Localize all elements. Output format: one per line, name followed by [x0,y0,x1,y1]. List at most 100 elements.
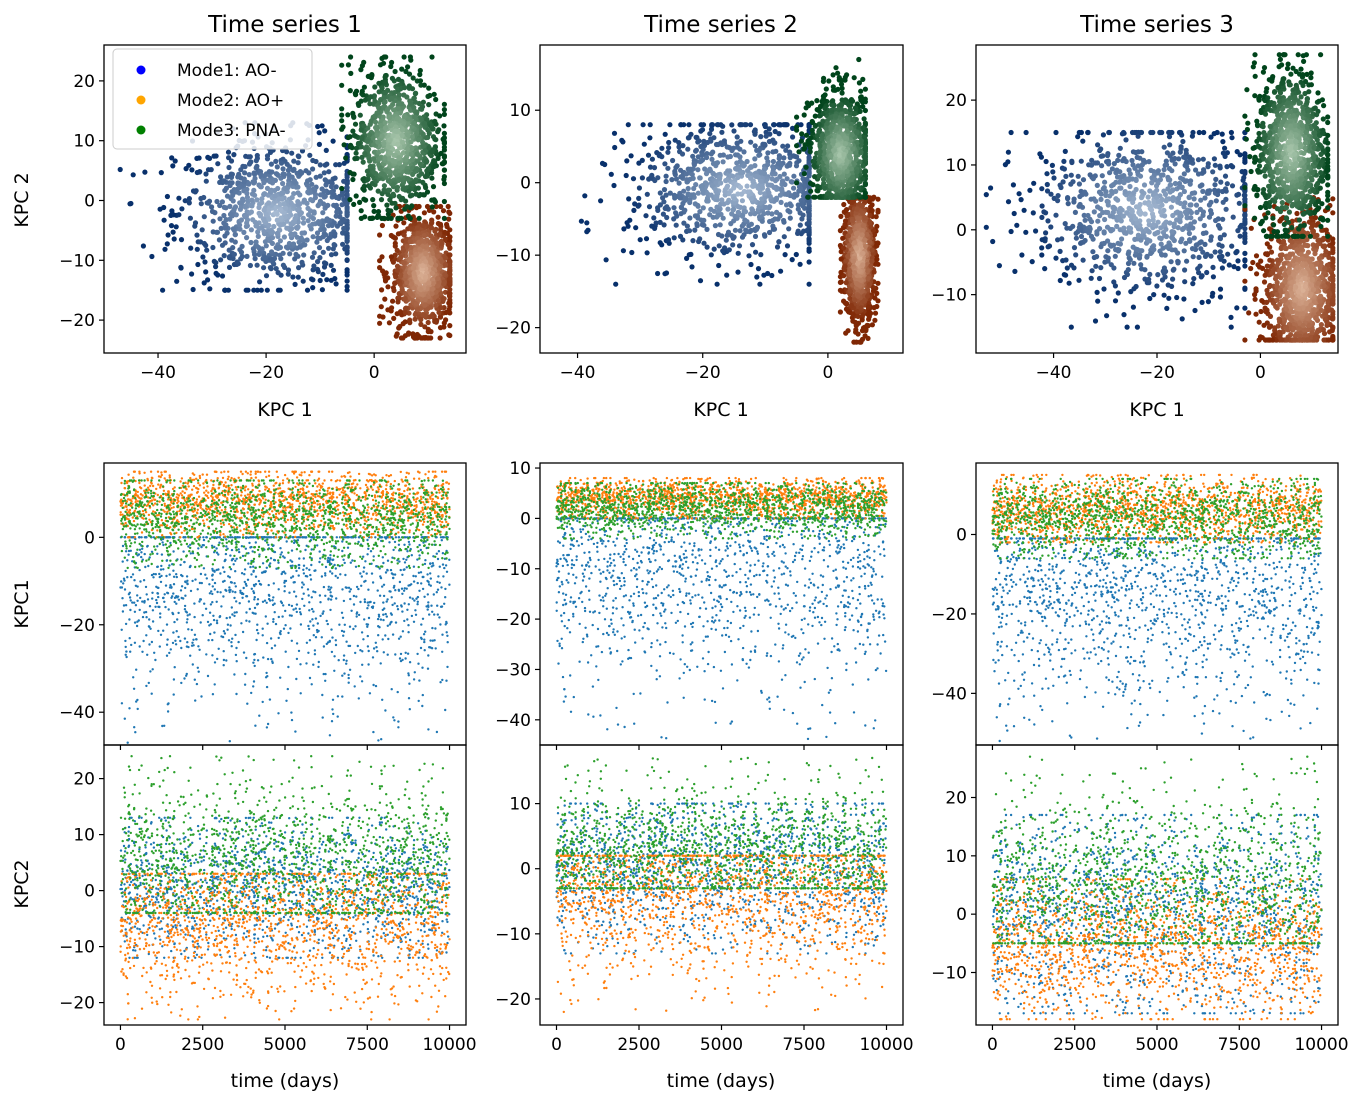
data-point [396,155,402,161]
data-point [806,155,812,161]
data-point [236,184,242,191]
data-point [320,210,326,216]
data-point [401,121,407,127]
data-point [867,239,873,245]
data-point [855,293,861,299]
data-point [748,175,754,181]
data-point [359,136,365,142]
data-point [388,208,394,214]
data-point [391,90,397,96]
data-point [847,288,854,294]
data-point [726,145,733,151]
data-point [806,238,812,244]
data-point [717,152,723,158]
data-point [838,249,844,255]
data-point [433,302,439,308]
data-point [244,190,250,196]
data-point [201,214,207,220]
data-point [402,85,408,91]
data-point [348,54,354,60]
data-point [399,66,405,72]
data-point [405,64,411,70]
data-point [358,208,364,214]
data-point [681,188,687,194]
data-point [360,176,366,182]
data-point [774,209,780,215]
data-point [269,257,275,263]
data-point [409,146,415,152]
data-point [868,224,874,230]
data-point [398,254,404,261]
panel-1-points [117,54,453,341]
data-point [672,168,678,174]
data-point [411,285,417,291]
data-point [248,227,254,233]
data-point [805,194,811,200]
data-point [770,166,777,172]
data-point [624,158,630,164]
data-point [442,272,448,278]
data-point [203,269,209,275]
data-point [431,158,437,164]
data-point [140,243,146,249]
data-point [437,221,444,227]
data-point [847,268,853,274]
data-point [390,298,396,304]
data-point [258,287,264,293]
data-point [680,143,686,149]
data-point [739,191,745,197]
data-point [266,200,272,206]
data-point [746,253,752,259]
data-point [254,287,260,293]
data-point [441,107,447,113]
data-point [403,198,409,204]
data-point [441,135,447,141]
data-point [230,198,236,204]
data-point [350,128,356,134]
data-point [838,256,844,262]
data-point [413,301,419,307]
data-point [353,88,360,94]
data-point [874,243,880,249]
data-point [324,237,330,244]
data-point [344,191,350,197]
data-point [299,230,305,236]
data-point [361,183,367,189]
data-point [117,166,123,173]
data-point [791,173,797,179]
data-point [277,252,283,258]
data-point [699,127,706,133]
data-point [423,307,429,313]
data-point [416,215,422,221]
data-point [782,181,788,188]
data-point [741,232,747,238]
data-point [853,327,859,333]
data-point [762,233,768,239]
data-point [344,211,350,217]
data-point [697,175,703,181]
data-point [662,205,668,211]
data-point [344,222,350,228]
x-tick-label: −20 [248,363,284,383]
data-point [284,149,290,155]
data-point [201,240,207,247]
data-point [423,184,429,191]
data-point [269,235,276,241]
data-point [283,244,290,250]
data-point [866,281,873,287]
data-point [329,222,335,228]
data-point [408,57,414,63]
data-point [226,155,232,161]
data-point [222,233,228,239]
data-point [309,254,316,260]
data-point [382,296,388,302]
data-point [384,202,390,208]
data-point [409,203,415,209]
data-point [340,241,346,247]
data-point [727,153,734,160]
data-point [263,220,269,226]
data-point [856,268,863,274]
data-point [429,175,435,181]
data-point [374,124,380,130]
